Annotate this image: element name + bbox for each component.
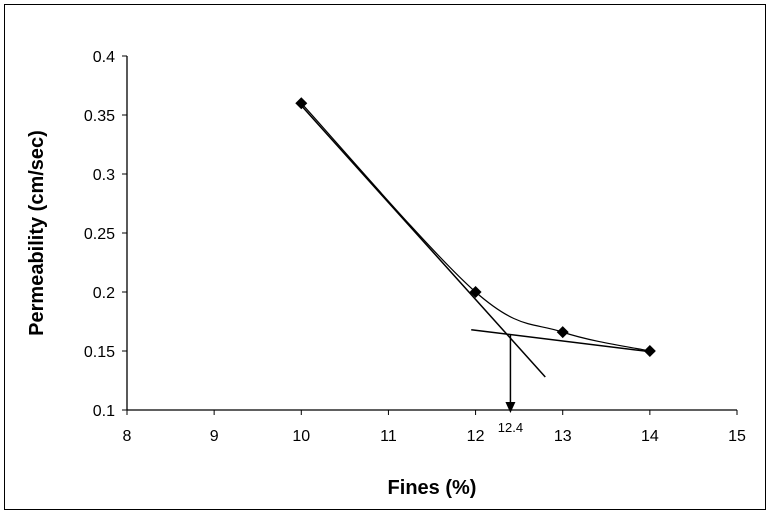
y-tick-label: 0.1 [93,403,115,420]
x-tick-label: 8 [123,428,132,445]
x-tick-label: 10 [292,428,310,445]
flat-fit-line [471,329,655,353]
data-point-diamond [556,326,569,339]
y-tick-label: 0.2 [93,285,115,302]
x-tick-label: 13 [554,428,572,445]
x-tick-label: 12 [467,428,485,445]
y-tick-label: 0.25 [84,226,115,243]
y-tick-label: 0.15 [84,344,115,361]
x-tick-label: 11 [380,428,397,445]
intersection-label: 12.4 [498,420,523,435]
series-line [300,102,650,352]
y-tick-label: 0.35 [84,108,115,125]
y-axis-title: Permeability (cm/sec) [26,130,48,336]
chart-frame [4,4,766,510]
axes [122,55,738,415]
y-tick-label: 0.4 [93,49,115,66]
data-point-diamond [295,97,308,110]
series [295,97,656,357]
x-axis-title: Fines (%) [388,477,477,499]
fit-lines [300,105,655,378]
steep-fit-line [300,105,546,378]
x-tick-label: 15 [728,428,746,445]
y-tick-label: 0.3 [93,167,115,184]
data-point-diamond [469,286,482,298]
intersection-arrow-head [505,402,516,413]
x-tick-label: 9 [210,428,219,445]
annotations: 12.4 [498,334,523,435]
tick-labels: 8 9 10 11 12 13 14 15 0.1 0.15 0.2 0.25 0.3 0.35 0.4 [84,49,746,445]
data-point-diamond [643,345,656,357]
x-tick-label: 14 [641,428,659,445]
